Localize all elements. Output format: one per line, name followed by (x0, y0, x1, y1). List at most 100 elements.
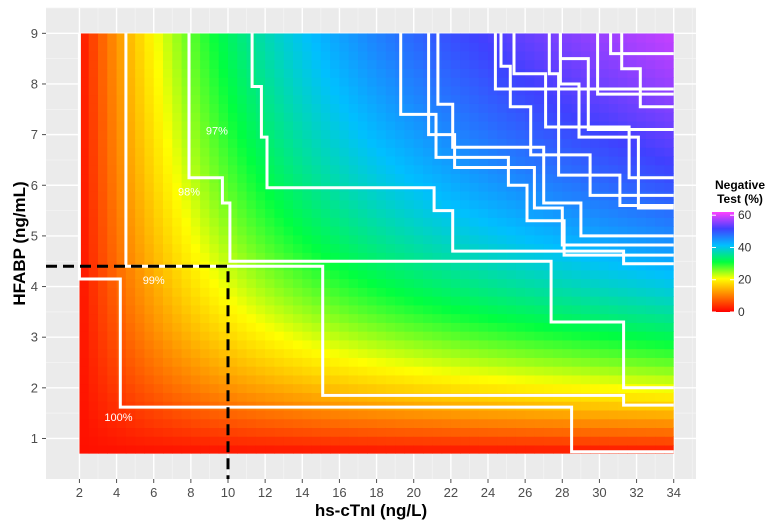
heatmap-cell (618, 129, 628, 140)
heatmap-cell (599, 94, 610, 104)
heatmap-cell (200, 269, 211, 280)
heatmap-cell (200, 322, 211, 332)
heatmap-cell (311, 234, 322, 245)
x-axis-ticks: 2 4 6 8 10 12 14 16 18 20 22 24 26 28 30 32 34 (76, 479, 681, 500)
heatmap-cell (627, 208, 638, 218)
heatmap-cell (339, 164, 350, 175)
heatmap-cell (590, 339, 601, 350)
heatmap-cell (135, 147, 146, 157)
heatmap-cell (339, 383, 350, 393)
heatmap-cell (348, 436, 359, 446)
heatmap-cell (571, 366, 582, 376)
heatmap-cell (163, 348, 173, 358)
heatmap-cell (450, 33, 461, 43)
heatmap-cell (144, 42, 155, 52)
heatmap-cell (664, 287, 674, 297)
heatmap-cell (302, 339, 313, 350)
heatmap-cell (413, 392, 424, 402)
heatmap-cell (190, 357, 201, 367)
heatmap-cell (506, 138, 517, 148)
heatmap-cell (385, 366, 396, 376)
heatmap-cell (283, 50, 294, 61)
heatmap-cell (385, 199, 396, 210)
heatmap-cell (515, 418, 526, 429)
heatmap-cell (358, 190, 368, 201)
heatmap-cell (553, 374, 563, 385)
heatmap-cell (367, 68, 378, 78)
heatmap-cell (348, 366, 359, 376)
heatmap-cell (534, 427, 545, 437)
heatmap-cell (664, 129, 674, 140)
heatmap-cell (330, 94, 341, 104)
heatmap-cell (116, 409, 127, 420)
heatmap-cell (107, 331, 118, 341)
heatmap-cell (395, 304, 406, 315)
heatmap-cell (441, 190, 452, 201)
heatmap-cell (450, 225, 461, 236)
heatmap-cell (274, 331, 285, 341)
heatmap-cell (153, 427, 164, 437)
heatmap-cell (441, 103, 452, 113)
heatmap-cell (330, 217, 341, 227)
heatmap-cell (228, 296, 238, 306)
heatmap-cell (571, 357, 582, 367)
heatmap-cell (144, 94, 155, 104)
heatmap-cell (79, 436, 90, 446)
heatmap-cell (265, 383, 276, 393)
heatmap-cell (330, 225, 341, 236)
heatmap-cell (469, 331, 480, 341)
heatmap-cell (88, 339, 99, 350)
heatmap-cell (209, 444, 220, 454)
heatmap-cell (413, 366, 424, 376)
heatmap-cell (200, 357, 211, 367)
heatmap-cell (599, 234, 610, 245)
heatmap-cell (590, 138, 601, 148)
heatmap-cell (367, 42, 378, 52)
heatmap-cell (450, 269, 461, 280)
heatmap-cell (562, 383, 573, 393)
heatmap-cell (209, 252, 220, 262)
heatmap-cell (311, 129, 322, 140)
heatmap-cell (163, 42, 173, 52)
y-tick-label: 7 (31, 127, 38, 142)
heatmap-cell (580, 278, 591, 288)
heatmap-cell (348, 59, 359, 69)
heatmap-cell (460, 103, 471, 113)
heatmap-cell (618, 418, 628, 429)
heatmap-cell (237, 409, 248, 420)
heatmap-cell (358, 59, 368, 69)
heatmap-cell (348, 331, 359, 341)
heatmap-cell (636, 444, 647, 454)
heatmap-cell (330, 348, 341, 358)
heatmap-cell (543, 252, 554, 262)
heatmap-cell (283, 129, 294, 140)
heatmap-cell (116, 436, 127, 446)
heatmap-cell (608, 33, 619, 43)
heatmap-cell (599, 77, 610, 87)
heatmap-cell (218, 94, 229, 104)
heatmap-cell (636, 269, 647, 280)
heatmap-cell (237, 313, 248, 323)
heatmap-cell (135, 392, 146, 402)
heatmap-cell (311, 85, 322, 96)
heatmap-cell (469, 103, 480, 113)
heatmap-cell (79, 68, 90, 78)
heatmap-cell (469, 357, 480, 367)
heatmap-cell (413, 225, 424, 236)
heatmap-cell (348, 147, 359, 157)
heatmap-cell (534, 173, 545, 183)
heatmap-cell (265, 33, 276, 43)
heatmap-cell (562, 50, 573, 61)
heatmap-cell (404, 138, 415, 148)
x-tick-label: 24 (481, 485, 495, 500)
heatmap-cell (413, 208, 424, 218)
heatmap-cell (144, 357, 155, 367)
heatmap-cell (265, 225, 276, 236)
heatmap-cell (599, 261, 610, 271)
heatmap-cell (478, 42, 489, 52)
heatmap-cell (172, 339, 183, 350)
heatmap-cell (488, 269, 498, 280)
heatmap-cell (413, 50, 424, 61)
heatmap-cell (367, 103, 378, 113)
heatmap-cell (265, 164, 276, 175)
